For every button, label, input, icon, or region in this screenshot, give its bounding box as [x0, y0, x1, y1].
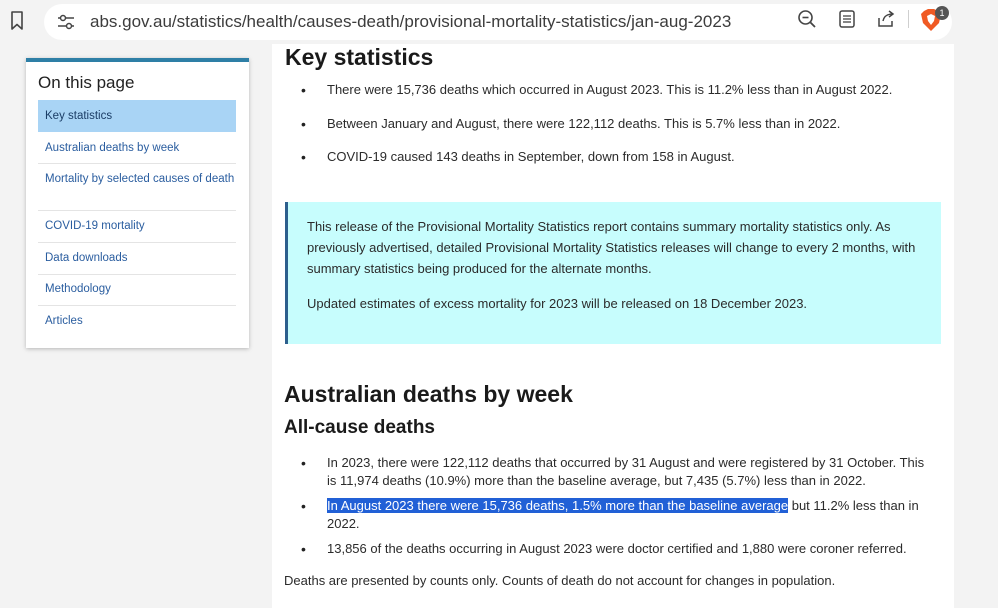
release-note-paragraph: Updated estimates of excess mortality fo… — [307, 296, 808, 311]
site-settings-icon[interactable] — [57, 14, 75, 30]
australian-deaths-by-week-heading: Australian deaths by week — [284, 381, 573, 407]
zoom-out-icon[interactable] — [797, 9, 817, 29]
all-cause-bullet: In 2023, there were 122,112 deaths that … — [301, 454, 937, 490]
share-icon[interactable] — [876, 9, 896, 29]
sidebar-item-australian-deaths-by-week[interactable]: Australian deaths by week — [38, 132, 236, 164]
sidebar-item-covid-19-mortality[interactable]: COVID-19 mortality — [38, 211, 236, 243]
bookmark-icon[interactable] — [10, 11, 24, 31]
release-note-callout: This release of the Provisional Mortalit… — [285, 202, 941, 344]
all-cause-bullet: In August 2023 there were 15,736 deaths,… — [301, 497, 937, 533]
on-this-page-nav: On this page Key statistics Australian d… — [26, 58, 249, 348]
sidebar-item-data-downloads[interactable]: Data downloads — [38, 243, 236, 275]
bullet-text: but 11.2% less than in 2022. — [327, 498, 919, 531]
browser-toolbar: abs.gov.au/statistics/health/causes-deat… — [0, 0, 998, 44]
sidebar-item-mortality-by-selected-causes[interactable]: Mortality by selected causes of death — [38, 164, 236, 211]
sidebar-item-methodology[interactable]: Methodology — [38, 275, 236, 306]
key-statistics-heading: Key statistics — [285, 44, 434, 70]
counts-note: Deaths are presented by counts only. Cou… — [284, 573, 836, 588]
all-cause-deaths-heading: All-cause deaths — [284, 417, 435, 438]
key-stat-bullet: There were 15,736 deaths which occurred … — [301, 81, 937, 99]
sidebar-title: On this page — [38, 73, 135, 92]
all-cause-bullet: 13,856 of the deaths occurring in August… — [301, 540, 937, 558]
brave-shields-count-badge: 1 — [935, 6, 949, 20]
selected-text-highlight[interactable]: In August 2023 there were 15,736 deaths,… — [327, 498, 789, 513]
url-text[interactable]: abs.gov.au/statistics/health/causes-deat… — [90, 12, 732, 31]
reader-mode-icon[interactable] — [837, 9, 857, 29]
key-stat-bullet: Between January and August, there were 1… — [301, 115, 937, 133]
key-stat-bullet: COVID-19 caused 143 deaths in September,… — [301, 148, 937, 166]
sidebar-item-key-statistics[interactable]: Key statistics — [38, 100, 236, 132]
toolbar-divider — [908, 10, 909, 28]
release-note-paragraph: This release of the Provisional Mortalit… — [307, 219, 916, 276]
main-content: Key statistics There were 15,736 deaths … — [272, 44, 954, 608]
sidebar-item-articles[interactable]: Articles — [45, 315, 83, 327]
